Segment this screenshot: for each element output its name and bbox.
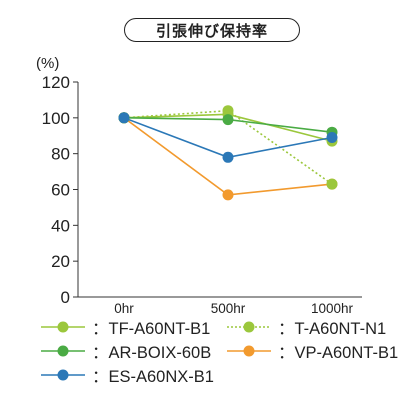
data-point bbox=[118, 112, 130, 124]
legend-label-ar-boix-60b: ：AR-BOIX-60B bbox=[92, 344, 212, 362]
y-tick-label: 60 bbox=[51, 181, 70, 200]
x-tick-label: 1000hr bbox=[311, 301, 354, 316]
y-tick-label: 40 bbox=[51, 216, 70, 235]
x-tick-label: 0hr bbox=[114, 301, 134, 316]
legend-label-t-a60nt-n1: ：T-A60NT-N1 bbox=[278, 320, 387, 338]
legend-item-ar-boix-60b: ：AR-BOIX-60B bbox=[40, 341, 212, 362]
legend-marker-t-a60nt-n1 bbox=[227, 321, 271, 333]
legend-marker-ar-boix-60b bbox=[41, 345, 85, 357]
data-point bbox=[222, 189, 234, 201]
x-tick-label: 500hr bbox=[211, 301, 246, 316]
legend-marker-tf-a60nt-b1 bbox=[41, 321, 85, 333]
legend-item-es-a60nx-b1: ：ES-A60NX-B1 bbox=[40, 365, 214, 386]
data-point bbox=[222, 151, 234, 163]
y-tick-label: 120 bbox=[42, 73, 70, 92]
data-point bbox=[326, 132, 338, 143]
y-tick-label: 20 bbox=[51, 252, 70, 271]
chart-title: 引張伸び保持率 bbox=[124, 18, 300, 42]
legend-marker-vp-a60nt-b1 bbox=[227, 345, 271, 357]
legend-label-es-a60nx-b1: ：ES-A60NX-B1 bbox=[92, 368, 214, 386]
y-tick-label: 0 bbox=[61, 288, 70, 307]
data-point bbox=[222, 114, 234, 126]
legend-marker-es-a60nx-b1 bbox=[41, 369, 85, 381]
legend-label-tf-a60nt-b1: ：TF-A60NT-B1 bbox=[92, 320, 211, 338]
y-tick-label: 100 bbox=[42, 109, 70, 128]
legend-item-vp-a60nt-b1: ：VP-A60NT-B1 bbox=[226, 341, 399, 362]
data-point bbox=[326, 178, 338, 190]
legend-label-vp-a60nt-b1: ：VP-A60NT-B1 bbox=[278, 344, 399, 362]
y-tick-label: 80 bbox=[51, 145, 70, 164]
legend-item-tf-a60nt-b1: ：TF-A60NT-B1 bbox=[40, 317, 211, 338]
y-axis-label: (%) bbox=[36, 55, 59, 72]
legend-item-t-a60nt-n1: ：T-A60NT-N1 bbox=[226, 317, 387, 338]
